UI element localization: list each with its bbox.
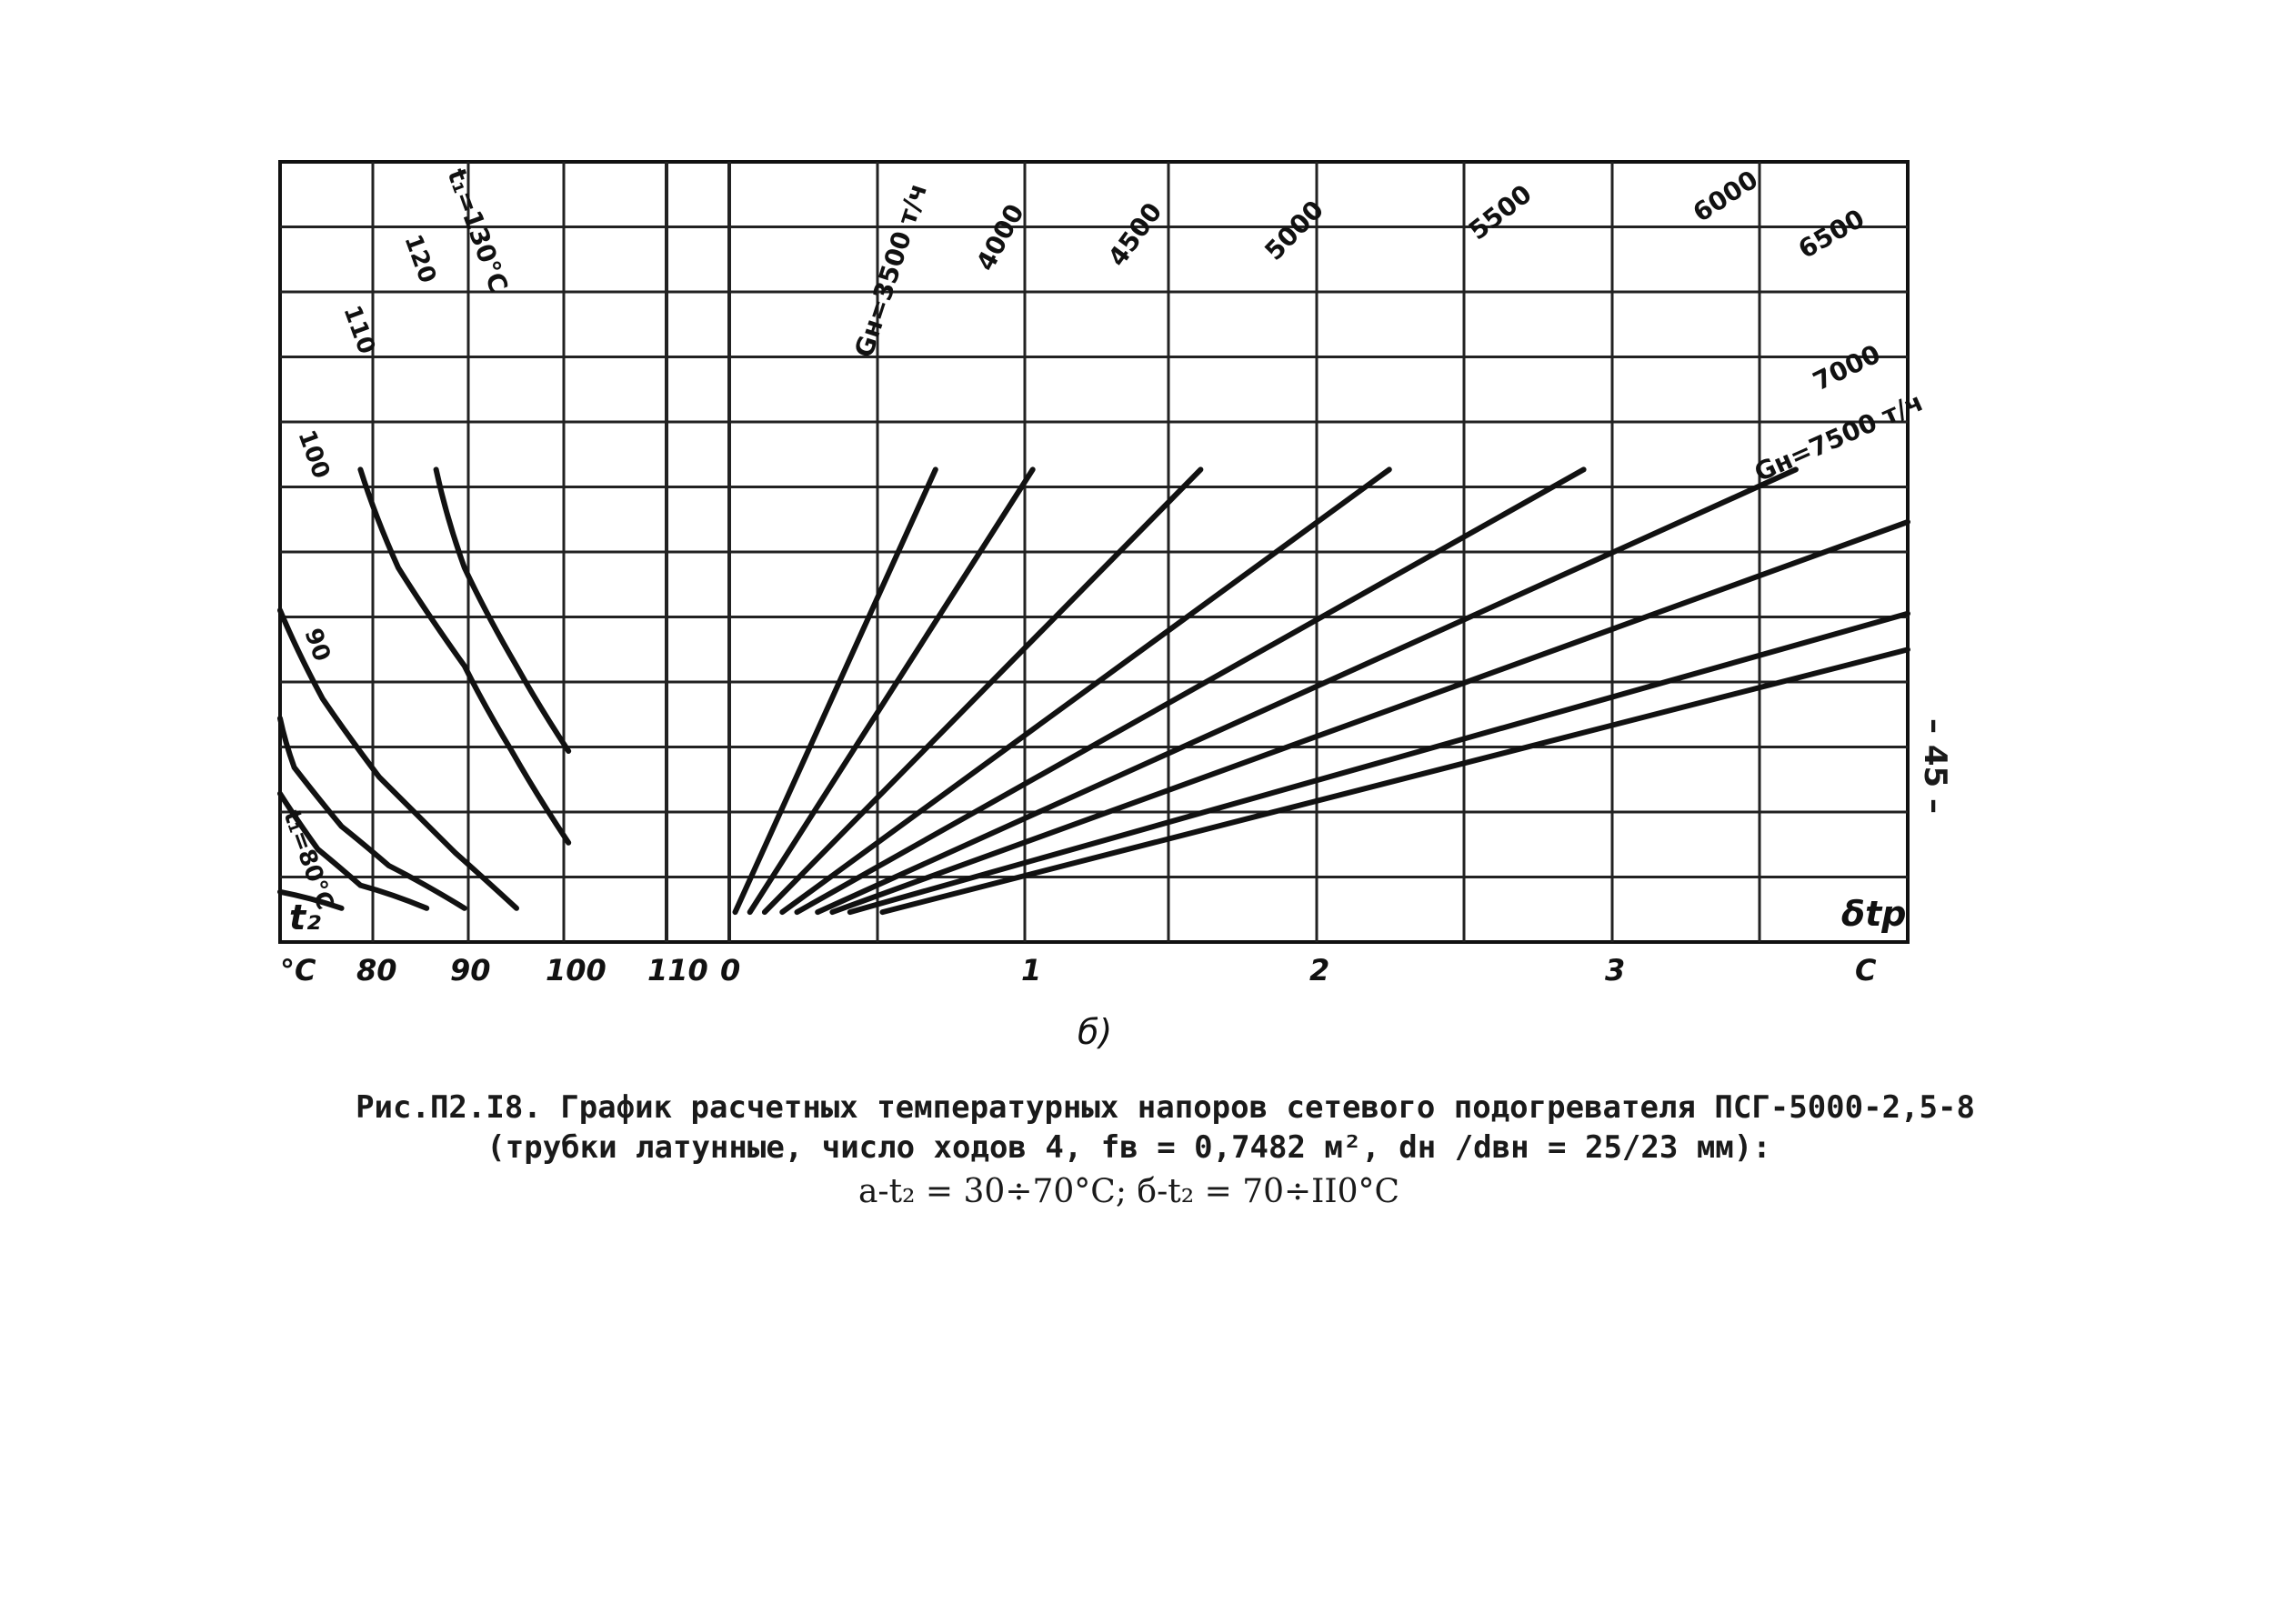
caption-line-2: (трубки латунные, число ходов 4, fв = 0,… [486,1129,1771,1166]
series-line [794,466,1587,916]
series-curve [277,790,430,911]
series-label: 7000 [1809,338,1886,396]
left-axis-label: t₂ [289,897,321,937]
right-axis-unit: С [1855,953,1877,987]
right-panel-curves [732,466,1910,916]
series-label: 6500 [1793,204,1870,266]
series-curve [357,466,572,846]
series-label: 5000 [1258,195,1329,266]
right-tick-label: 3 [1605,953,1625,987]
left-panel-curves [277,466,572,911]
series-line [815,466,1799,916]
series-line [761,466,1204,916]
series-label: 4500 [1102,197,1168,272]
series-label: 100 [292,426,335,482]
series-label: 5500 [1463,179,1538,246]
series-label: 120 [398,231,441,286]
series-label: Gн=7500 т/ч [1750,386,1927,487]
right-axis-label: δtр [1841,894,1906,934]
left-tick-label: 90 [450,953,491,987]
series-curve [277,716,467,911]
series-line [829,519,1910,916]
left-tick-label: 100 [546,953,607,987]
series-line [847,610,1910,916]
chart-grid [278,160,1910,944]
page-number: – 45 – [1917,718,1953,814]
series-curve [277,888,345,911]
series-label: 4000 [970,199,1030,276]
series-line [879,647,1910,916]
panel-label: б) [1078,1012,1112,1052]
series-line [747,466,1036,916]
series-label: 6000 [1688,165,1763,228]
left-tick-label: 110 [647,953,708,987]
series-label: Gн=3500 т/ч [848,180,933,362]
series-line [732,466,938,916]
right-tick-label: 0 [720,953,740,987]
right-tick-label: 1 [1021,953,1041,987]
series-label: t₁=130°С [441,165,514,296]
right-tick-label: 2 [1309,953,1329,987]
left-axis-unit: °С [280,953,316,987]
series-curve [433,466,572,754]
caption-line-1: Рис.П2.I8. График расчетных температурны… [356,1089,1975,1126]
series-line [779,466,1392,916]
caption-line-3: а-t₂ = 30÷70°С; б-t₂ = 70÷II0°С [857,1173,1400,1210]
left-tick-label: 80 [356,953,397,987]
series-curve [277,607,519,911]
